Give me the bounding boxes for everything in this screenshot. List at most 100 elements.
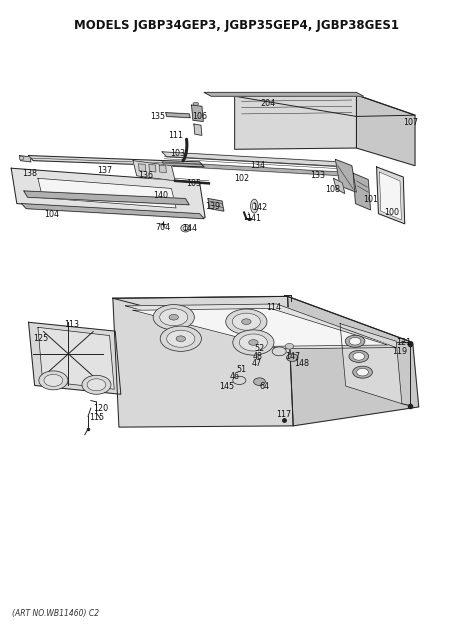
Ellipse shape	[181, 224, 190, 232]
Text: 117: 117	[276, 410, 292, 419]
Ellipse shape	[160, 326, 201, 352]
Ellipse shape	[39, 371, 68, 390]
Ellipse shape	[249, 340, 258, 345]
Text: MODELS JGBP34GEP3, JGBP35GEP4, JGBP38GES1: MODELS JGBP34GEP3, JGBP35GEP4, JGBP38GES…	[74, 18, 400, 32]
Ellipse shape	[349, 350, 369, 362]
Polygon shape	[159, 165, 166, 173]
Text: 103: 103	[170, 148, 185, 157]
Text: 52: 52	[255, 344, 264, 353]
Ellipse shape	[233, 330, 274, 355]
Polygon shape	[191, 105, 203, 122]
Text: 144: 144	[182, 224, 198, 233]
Ellipse shape	[242, 318, 251, 324]
Ellipse shape	[232, 313, 260, 330]
Polygon shape	[38, 178, 176, 208]
Polygon shape	[356, 95, 415, 166]
Polygon shape	[288, 296, 419, 426]
Polygon shape	[38, 327, 114, 389]
Text: 100: 100	[384, 208, 399, 217]
Ellipse shape	[353, 366, 373, 378]
Polygon shape	[133, 161, 175, 181]
Polygon shape	[235, 95, 415, 117]
Ellipse shape	[193, 102, 199, 105]
Text: 140: 140	[154, 191, 169, 200]
Polygon shape	[113, 296, 293, 427]
Text: 145: 145	[219, 382, 234, 391]
Text: 137: 137	[97, 166, 112, 175]
Text: 114: 114	[266, 303, 281, 311]
Text: 121: 121	[396, 338, 411, 347]
Text: 111: 111	[168, 131, 182, 140]
Polygon shape	[113, 296, 413, 344]
Polygon shape	[235, 95, 356, 149]
Polygon shape	[162, 162, 343, 176]
Ellipse shape	[160, 309, 188, 326]
Text: 133: 133	[310, 171, 325, 180]
Text: 119: 119	[392, 347, 408, 356]
Text: 139: 139	[205, 201, 220, 211]
Polygon shape	[377, 167, 405, 224]
Ellipse shape	[286, 354, 298, 361]
Text: 141: 141	[246, 214, 261, 223]
Ellipse shape	[167, 330, 195, 347]
Polygon shape	[21, 204, 204, 218]
Polygon shape	[133, 308, 388, 347]
Text: 47: 47	[252, 359, 262, 368]
Polygon shape	[138, 164, 146, 171]
Ellipse shape	[226, 309, 267, 334]
Text: 106: 106	[192, 112, 207, 121]
Polygon shape	[24, 191, 189, 205]
Text: 147: 147	[286, 352, 301, 361]
Text: 104: 104	[45, 210, 59, 219]
Ellipse shape	[19, 156, 24, 160]
Polygon shape	[204, 92, 364, 96]
Ellipse shape	[353, 353, 365, 360]
Ellipse shape	[239, 334, 267, 351]
Polygon shape	[194, 124, 202, 136]
Text: 136: 136	[138, 171, 153, 180]
Ellipse shape	[153, 304, 194, 330]
Text: 102: 102	[234, 174, 249, 183]
Polygon shape	[149, 164, 156, 172]
Text: 101: 101	[363, 196, 378, 204]
Text: 46: 46	[230, 372, 240, 381]
Polygon shape	[28, 155, 204, 167]
Text: 48: 48	[252, 352, 262, 361]
Text: 142: 142	[252, 203, 267, 212]
Ellipse shape	[357, 368, 368, 376]
Polygon shape	[166, 113, 190, 118]
Ellipse shape	[87, 379, 106, 391]
Text: 51: 51	[237, 364, 247, 373]
Polygon shape	[379, 172, 401, 220]
Text: 148: 148	[294, 359, 309, 368]
Polygon shape	[334, 178, 345, 194]
Polygon shape	[336, 159, 356, 192]
Ellipse shape	[345, 335, 365, 347]
Polygon shape	[340, 324, 402, 404]
Ellipse shape	[253, 203, 256, 210]
Polygon shape	[126, 304, 396, 349]
Ellipse shape	[285, 343, 294, 349]
Text: 135: 135	[150, 112, 165, 121]
Ellipse shape	[176, 336, 185, 341]
Polygon shape	[353, 173, 371, 210]
Text: 138: 138	[22, 169, 37, 178]
Text: 115: 115	[89, 413, 104, 422]
Ellipse shape	[272, 347, 286, 355]
Ellipse shape	[82, 375, 111, 394]
Polygon shape	[19, 155, 31, 162]
Polygon shape	[162, 152, 345, 167]
Ellipse shape	[251, 199, 258, 213]
Polygon shape	[11, 168, 205, 217]
Ellipse shape	[44, 375, 63, 387]
Polygon shape	[28, 322, 121, 394]
Text: 108: 108	[326, 185, 340, 194]
Ellipse shape	[169, 315, 178, 320]
Text: 204: 204	[260, 99, 275, 108]
Text: 125: 125	[34, 334, 49, 343]
Ellipse shape	[254, 378, 265, 385]
Text: (ART NO.WB11460) C2: (ART NO.WB11460) C2	[12, 610, 99, 619]
Text: 107: 107	[403, 118, 418, 127]
Text: 120: 120	[93, 404, 109, 413]
Ellipse shape	[233, 376, 246, 385]
